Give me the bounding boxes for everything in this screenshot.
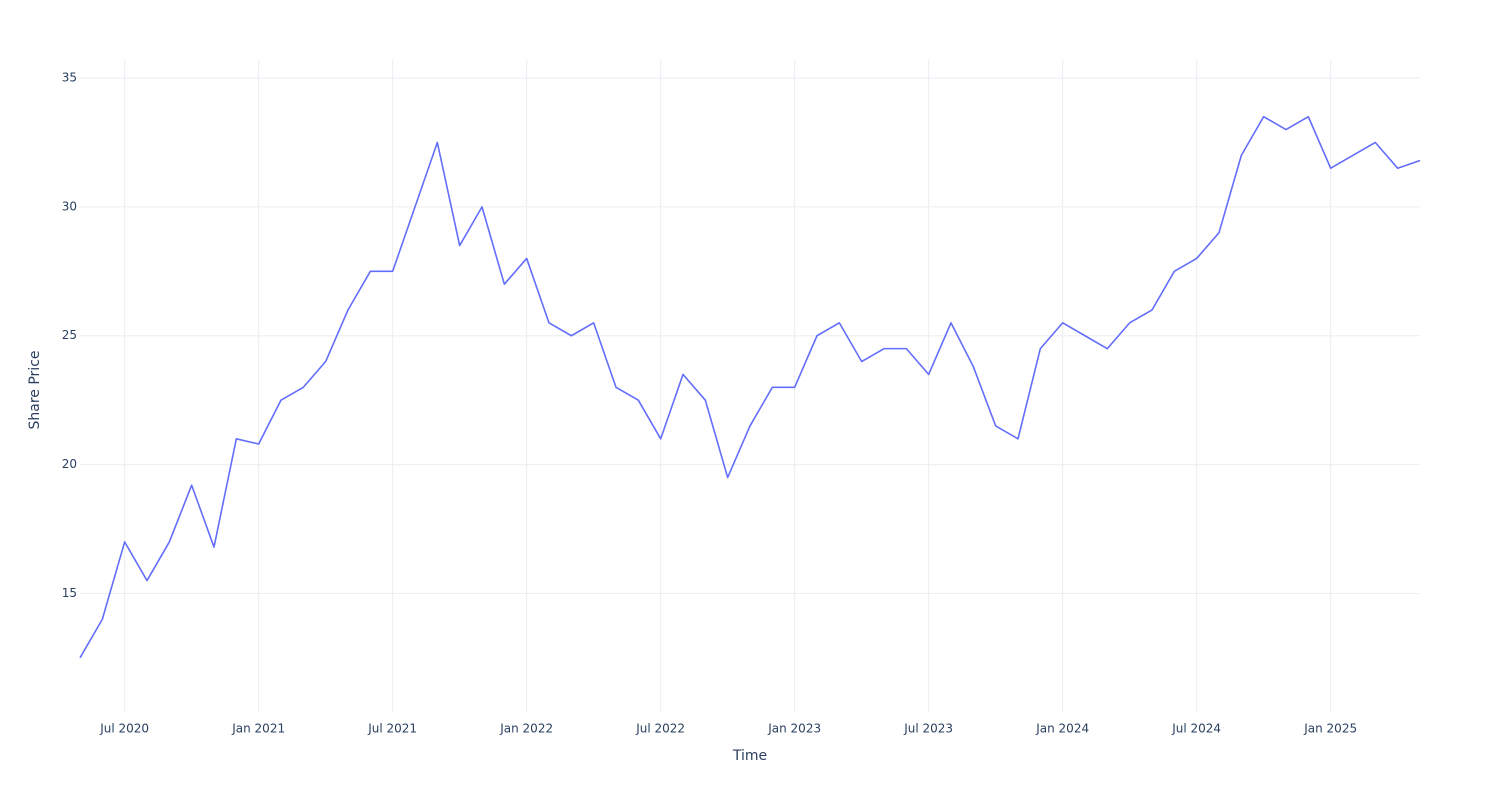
x-tick-label: Jul 2021	[367, 722, 417, 736]
x-tick-label: Jan 2025	[1303, 722, 1357, 736]
x-tick-label: Jan 2024	[1035, 722, 1089, 736]
x-axis-title: Time	[732, 748, 767, 764]
x-tick-label: Jan 2022	[499, 722, 553, 736]
x-tick-label: Jul 2022	[635, 722, 685, 736]
price-line	[79, 115, 1421, 659]
y-tick-label: 20	[62, 457, 77, 471]
y-tick-label: 30	[62, 199, 77, 213]
x-tick-label: Jul 2024	[1171, 722, 1221, 736]
x-tick-label: Jan 2021	[231, 722, 285, 736]
y-tick-label: 35	[62, 71, 77, 85]
x-tick-label: Jul 2020	[99, 722, 149, 736]
y-axis-title: Share Price	[27, 350, 43, 429]
x-tick-label: Jan 2023	[767, 722, 821, 736]
x-tick-label: Jul 2023	[903, 722, 953, 736]
y-tick-label: 25	[62, 328, 77, 342]
y-tick-label: 15	[62, 586, 77, 600]
